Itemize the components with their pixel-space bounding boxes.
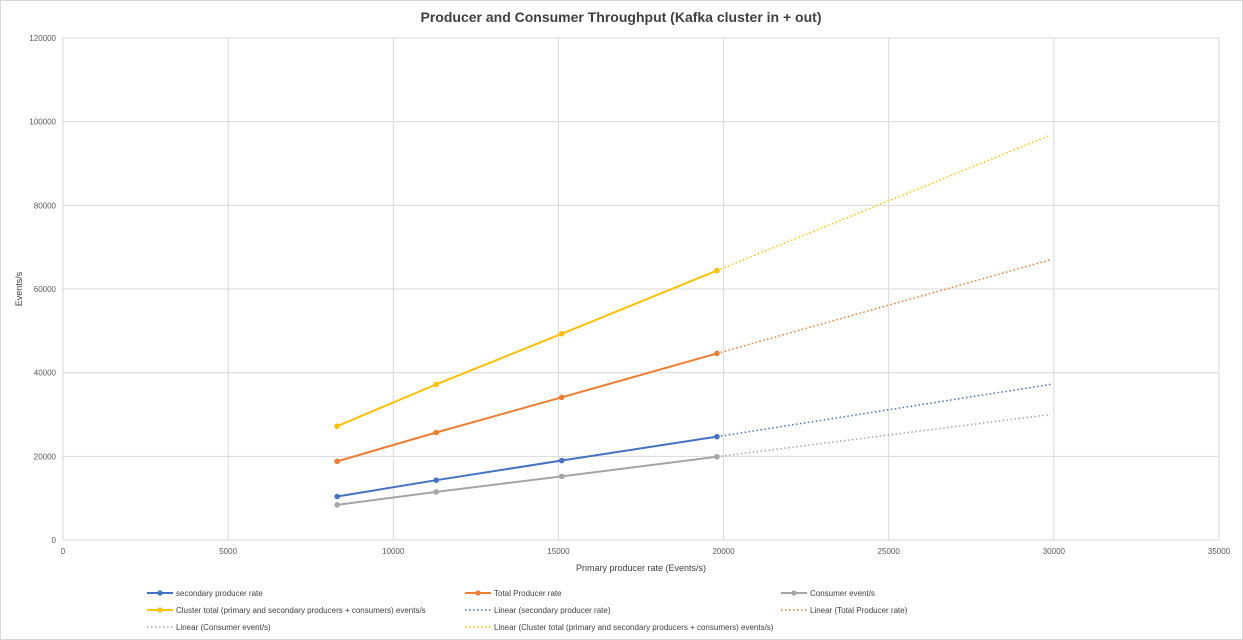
x-tick-label: 10000 — [382, 547, 405, 556]
data-point — [334, 458, 340, 465]
series-0 — [334, 433, 720, 500]
x-tick-label: 0 — [61, 547, 66, 556]
data-point — [433, 489, 440, 495]
series-lines — [334, 134, 1051, 508]
x-tick-label: 30000 — [1043, 547, 1066, 556]
legend-item: Total Producer rate — [465, 589, 562, 598]
x-tick-label: 5000 — [219, 547, 237, 556]
x-tick-label: 15000 — [547, 547, 570, 556]
legend: secondary producer rate Total Producer ra… — [147, 589, 908, 632]
data-point — [714, 433, 720, 440]
data-point — [558, 330, 565, 337]
legend-item: Cluster total (primary and secondary pro… — [147, 606, 426, 615]
legend-marker — [157, 590, 163, 596]
data-point — [334, 493, 340, 500]
legend-label: Total Producer rate — [494, 589, 562, 598]
data-point — [334, 502, 340, 508]
legend-item: Linear (Total Producer rate) — [781, 606, 908, 615]
legend-item: Linear (secondary producer rate) — [465, 606, 611, 615]
data-point — [334, 423, 340, 430]
data-point — [433, 477, 440, 483]
legend-marker — [475, 590, 481, 596]
trendline — [716, 258, 1051, 355]
y-axis-label: Events/s — [14, 271, 24, 306]
grid-lines — [62, 37, 1220, 541]
data-point — [433, 429, 440, 436]
data-point — [558, 457, 565, 464]
data-point — [433, 381, 440, 388]
trendline — [716, 413, 1051, 458]
legend-label: Linear (secondary producer rate) — [494, 606, 611, 615]
y-tick-label: 60000 — [34, 285, 57, 294]
series-3 — [334, 267, 720, 430]
trendline — [716, 134, 1051, 272]
series-line — [336, 352, 718, 463]
chart-title: Producer and Consumer Throughput (Kafka … — [421, 9, 822, 25]
data-point — [714, 453, 720, 460]
series-1 — [334, 350, 720, 465]
legend-item: Linear (Cluster total (primary and secon… — [465, 623, 774, 632]
legend-label: Linear (Total Producer rate) — [810, 606, 908, 615]
data-point — [714, 350, 720, 357]
legend-label: Cluster total (primary and secondary pro… — [176, 606, 426, 615]
series-2 — [334, 453, 720, 508]
series-7 — [716, 134, 1051, 272]
x-tick-label: 35000 — [1208, 547, 1231, 556]
legend-marker — [157, 607, 163, 613]
y-tick-label: 100000 — [29, 118, 56, 127]
y-tick-label: 80000 — [34, 201, 57, 210]
legend-item: Consumer event/s — [781, 589, 875, 598]
x-tick-label: 20000 — [712, 547, 735, 556]
series-6 — [716, 413, 1051, 458]
series-4 — [716, 383, 1051, 438]
axis-ticks: 0 5000 10000 15000 20000 25000 30000 35000 0 2000… — [29, 34, 1230, 556]
x-tick-label: 25000 — [878, 547, 901, 556]
data-point — [714, 267, 720, 274]
series-5 — [716, 258, 1051, 355]
legend-item: secondary producer rate — [147, 589, 263, 598]
trendline — [716, 383, 1051, 438]
legend-label: Linear (Cluster total (primary and secon… — [494, 623, 774, 632]
legend-label: Linear (Consumer event/s) — [176, 623, 271, 632]
series-line — [337, 455, 718, 506]
data-point — [558, 394, 565, 401]
legend-label: Consumer event/s — [810, 589, 875, 598]
x-axis-label: Primary producer rate (Events/s) — [576, 563, 706, 573]
series-line — [336, 269, 718, 428]
legend-item: Linear (Consumer event/s) — [147, 623, 271, 632]
y-tick-label: 20000 — [34, 452, 57, 461]
y-tick-label: 0 — [52, 536, 57, 545]
legend-marker — [791, 590, 797, 596]
series-line — [336, 435, 718, 498]
y-tick-label: 120000 — [29, 34, 56, 43]
legend-label: secondary producer rate — [176, 589, 263, 598]
data-point — [558, 473, 565, 480]
y-tick-label: 40000 — [34, 369, 57, 378]
